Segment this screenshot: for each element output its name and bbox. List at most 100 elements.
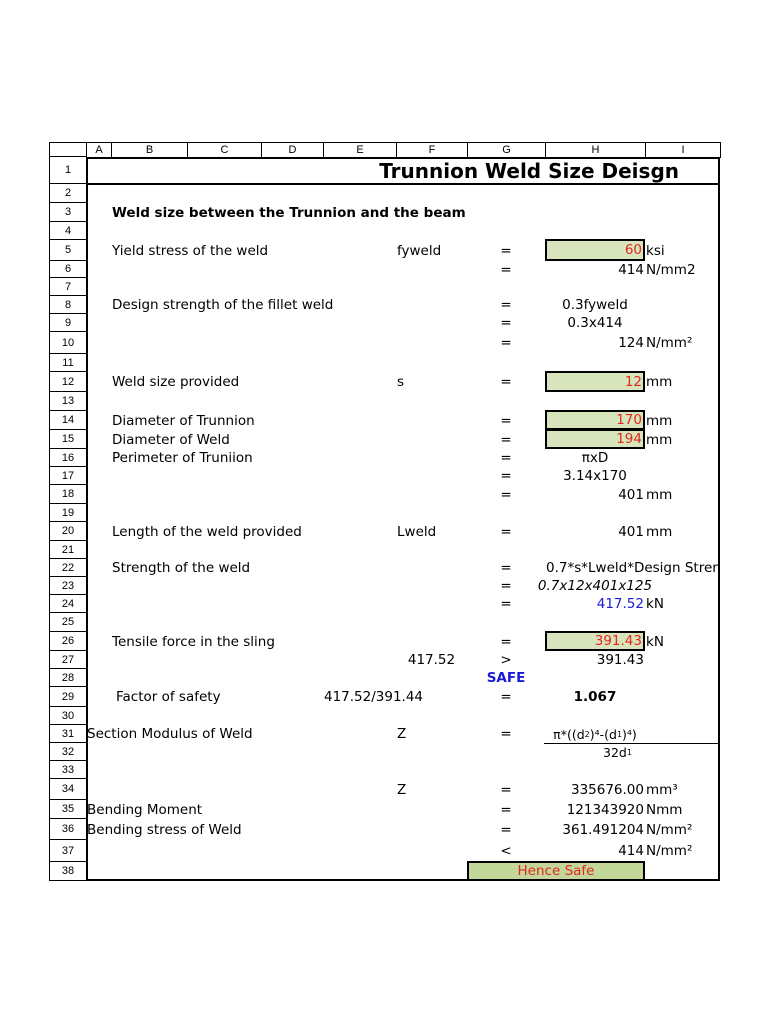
cell-h6[interactable]: 414 bbox=[618, 261, 644, 278]
row-header-26[interactable]: 26 bbox=[49, 631, 87, 651]
cell-g10[interactable]: = bbox=[500, 335, 512, 351]
cell-e29[interactable]: 417.52/391.44 bbox=[324, 689, 424, 705]
row-header-9[interactable]: 9 bbox=[49, 313, 87, 332]
cell-g6[interactable]: = bbox=[500, 261, 512, 278]
row-header-4[interactable]: 4 bbox=[49, 221, 87, 240]
cell-h32[interactable]: 32d 1 bbox=[545, 743, 690, 761]
cell-h18[interactable]: 401 bbox=[618, 486, 644, 503]
cell-f27[interactable]: 417.52 bbox=[407, 652, 456, 668]
row-header-23[interactable]: 23 bbox=[49, 576, 87, 595]
cell-h35[interactable]: 121343920 bbox=[566, 801, 644, 818]
cell-f5[interactable]: fyweld bbox=[397, 242, 442, 259]
cell-g8[interactable]: = bbox=[500, 297, 512, 313]
cell-i18[interactable]: mm bbox=[646, 486, 673, 503]
row-header-25[interactable]: 25 bbox=[49, 612, 87, 632]
cell-b22[interactable]: Strength of the weld bbox=[112, 560, 251, 576]
cell-g29[interactable]: = bbox=[500, 689, 512, 705]
cell-h23[interactable]: 0.7x12x401x125 bbox=[537, 578, 653, 594]
row-header-18[interactable]: 18 bbox=[49, 484, 87, 504]
cell-g37[interactable]: < bbox=[500, 843, 512, 859]
row-header-36[interactable]: 36 bbox=[49, 818, 87, 840]
cell-a36[interactable]: Bending stress of Weld bbox=[87, 821, 242, 838]
row-header-5[interactable]: 5 bbox=[49, 239, 87, 261]
cell-i14[interactable]: mm bbox=[646, 412, 673, 429]
cell-b26[interactable]: Tensile force in the sling bbox=[112, 633, 275, 650]
cell-g24[interactable]: = bbox=[500, 596, 512, 612]
cell-i15[interactable]: mm bbox=[646, 431, 673, 448]
cell-a35[interactable]: Bending Moment bbox=[87, 801, 203, 818]
cell-h14[interactable]: 170 bbox=[545, 410, 645, 430]
cell-i26[interactable]: kN bbox=[646, 633, 664, 650]
cell-g12[interactable]: = bbox=[500, 374, 512, 390]
row-header-19[interactable]: 19 bbox=[49, 503, 87, 522]
row-header-15[interactable]: 15 bbox=[49, 429, 87, 449]
row-header-33[interactable]: 33 bbox=[49, 760, 87, 779]
cell-b3[interactable]: Weld size between the Trunnion and the b… bbox=[112, 204, 466, 221]
row-header-17[interactable]: 17 bbox=[49, 466, 87, 485]
cell-h17[interactable]: 3.14x170 bbox=[563, 468, 627, 484]
row-header-3[interactable]: 3 bbox=[49, 202, 87, 222]
cell-h29[interactable]: 1.067 bbox=[573, 689, 617, 705]
cell-h37[interactable]: 414 bbox=[618, 843, 644, 859]
sheet-title[interactable]: Trunnion Weld Size Deisgn bbox=[379, 158, 679, 183]
cell-h22[interactable]: 0.7*s*Lweld*Design Strength bbox=[546, 560, 720, 576]
cell-b14[interactable]: Diameter of Trunnion bbox=[112, 412, 255, 429]
cell-g14[interactable]: = bbox=[500, 412, 512, 429]
cell-i5[interactable]: ksi bbox=[646, 242, 665, 259]
row-header-27[interactable]: 27 bbox=[49, 650, 87, 669]
row-header-6[interactable]: 6 bbox=[49, 260, 87, 278]
cell-g38[interactable]: Hence Safe bbox=[467, 861, 645, 881]
cell-g15[interactable]: = bbox=[500, 431, 512, 448]
cell-h26[interactable]: 391.43 bbox=[545, 631, 645, 651]
row-header-29[interactable]: 29 bbox=[49, 686, 87, 707]
column-header-i[interactable]: I bbox=[645, 142, 721, 158]
cell-b8[interactable]: Design strength of the fillet weld bbox=[112, 297, 334, 313]
row-header-8[interactable]: 8 bbox=[49, 295, 87, 314]
cell-g16[interactable]: = bbox=[500, 450, 512, 466]
cell-b20[interactable]: Length of the weld provided bbox=[112, 523, 302, 540]
row-header-16[interactable]: 16 bbox=[49, 448, 87, 467]
cell-i12[interactable]: mm bbox=[646, 374, 673, 390]
row-header-13[interactable]: 13 bbox=[49, 391, 87, 411]
row-header-7[interactable]: 7 bbox=[49, 277, 87, 296]
row-header-22[interactable]: 22 bbox=[49, 558, 87, 577]
row-header-21[interactable]: 21 bbox=[49, 540, 87, 559]
cell-h36[interactable]: 361.491204 bbox=[562, 821, 644, 838]
cell-g35[interactable]: = bbox=[500, 801, 512, 818]
cell-h5[interactable]: 60 bbox=[545, 239, 645, 261]
cell-f12[interactable]: s bbox=[397, 374, 405, 390]
cell-g9[interactable]: = bbox=[500, 315, 512, 331]
row-header-38[interactable]: 38 bbox=[49, 861, 87, 881]
cell-i36[interactable]: N/mm² bbox=[646, 821, 693, 838]
cell-h24[interactable]: 417.52 bbox=[596, 596, 644, 612]
cell-h15[interactable]: 194 bbox=[545, 429, 645, 449]
row-header-32[interactable]: 32 bbox=[49, 742, 87, 761]
row-header-11[interactable]: 11 bbox=[49, 353, 87, 372]
cell-g22[interactable]: = bbox=[500, 560, 512, 576]
cell-h12[interactable]: 12 bbox=[545, 371, 645, 392]
row-header-37[interactable]: 37 bbox=[49, 839, 87, 862]
cell-f34[interactable]: Z bbox=[397, 781, 407, 798]
cell-h34[interactable]: 335676.00 bbox=[570, 781, 644, 798]
cell-g28[interactable]: SAFE bbox=[486, 670, 526, 686]
cell-i35[interactable]: Nmm bbox=[646, 801, 683, 818]
column-header-d[interactable]: D bbox=[261, 142, 324, 158]
cell-h20[interactable]: 401 bbox=[618, 523, 644, 540]
row-header-35[interactable]: 35 bbox=[49, 799, 87, 819]
cell-g31[interactable]: = bbox=[500, 726, 512, 742]
cell-i6[interactable]: N/mm2 bbox=[646, 261, 696, 278]
cell-h8[interactable]: 0.3fyweld bbox=[562, 297, 628, 313]
cell-g26[interactable]: = bbox=[500, 633, 512, 650]
row-header-10[interactable]: 10 bbox=[49, 331, 87, 354]
cell-h16[interactable]: πxD bbox=[581, 450, 609, 466]
cell-g17[interactable]: = bbox=[500, 468, 512, 484]
cell-g36[interactable]: = bbox=[500, 821, 512, 838]
cell-i20[interactable]: mm bbox=[646, 523, 673, 540]
column-header-b[interactable]: B bbox=[111, 142, 188, 158]
cell-b12[interactable]: Weld size provided bbox=[112, 374, 240, 390]
cell-b29[interactable]: Factor of safety bbox=[116, 689, 221, 705]
row-header-31[interactable]: 31 bbox=[49, 724, 87, 743]
cell-g20[interactable]: = bbox=[500, 523, 512, 540]
cell-g27[interactable]: > bbox=[500, 652, 512, 668]
cell-a31[interactable]: Section Modulus of Weld bbox=[87, 726, 253, 742]
